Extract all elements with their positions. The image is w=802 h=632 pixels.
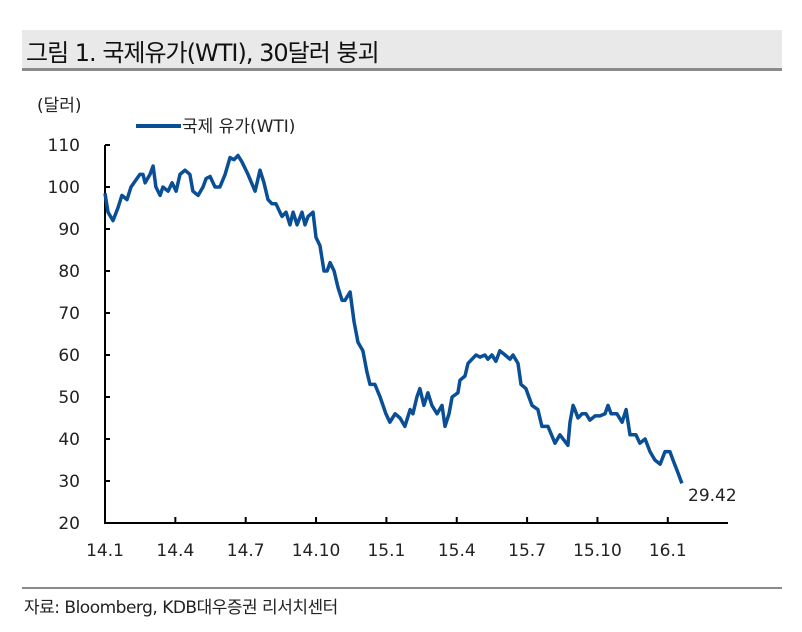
y-tick-label: 80 bbox=[58, 262, 80, 282]
x-tick-label: 15.7 bbox=[508, 541, 546, 561]
y-tick-label: 90 bbox=[58, 220, 80, 240]
title-bar: 그림 1. 국제유가(WTI), 30달러 붕괴 bbox=[22, 30, 782, 71]
y-tick-label: 30 bbox=[58, 472, 80, 492]
y-unit-label: (달러) bbox=[37, 96, 82, 116]
y-tick-label: 50 bbox=[58, 388, 80, 408]
y-tick-label: 60 bbox=[58, 346, 80, 366]
series-line-wti bbox=[103, 153, 684, 485]
x-tick-label: 14.7 bbox=[227, 541, 265, 561]
y-tick-label: 20 bbox=[58, 514, 80, 534]
x-tick-label: 14.4 bbox=[156, 541, 194, 561]
y-tick-label: 110 bbox=[48, 136, 80, 156]
footer-divider bbox=[22, 587, 782, 589]
legend-label: 국제 유가(WTI) bbox=[182, 117, 295, 137]
x-tick-label: 16.1 bbox=[649, 541, 687, 561]
x-tick-label: 15.10 bbox=[573, 541, 622, 561]
x-tick-label: 14.10 bbox=[292, 541, 341, 561]
x-tick-label: 15.4 bbox=[438, 541, 476, 561]
end-value-label: 29.42 bbox=[688, 486, 737, 506]
y-tick-label: 100 bbox=[48, 178, 80, 198]
x-tick-label: 15.1 bbox=[367, 541, 405, 561]
y-tick-label: 40 bbox=[58, 430, 80, 450]
source-note: 자료: Bloomberg, KDB대우증권 리서치센터 bbox=[24, 598, 338, 618]
figure-title: 그림 1. 국제유가(WTI), 30달러 붕괴 bbox=[26, 39, 380, 67]
y-tick-label: 70 bbox=[58, 304, 80, 324]
x-tick-label: 14.1 bbox=[86, 541, 124, 561]
